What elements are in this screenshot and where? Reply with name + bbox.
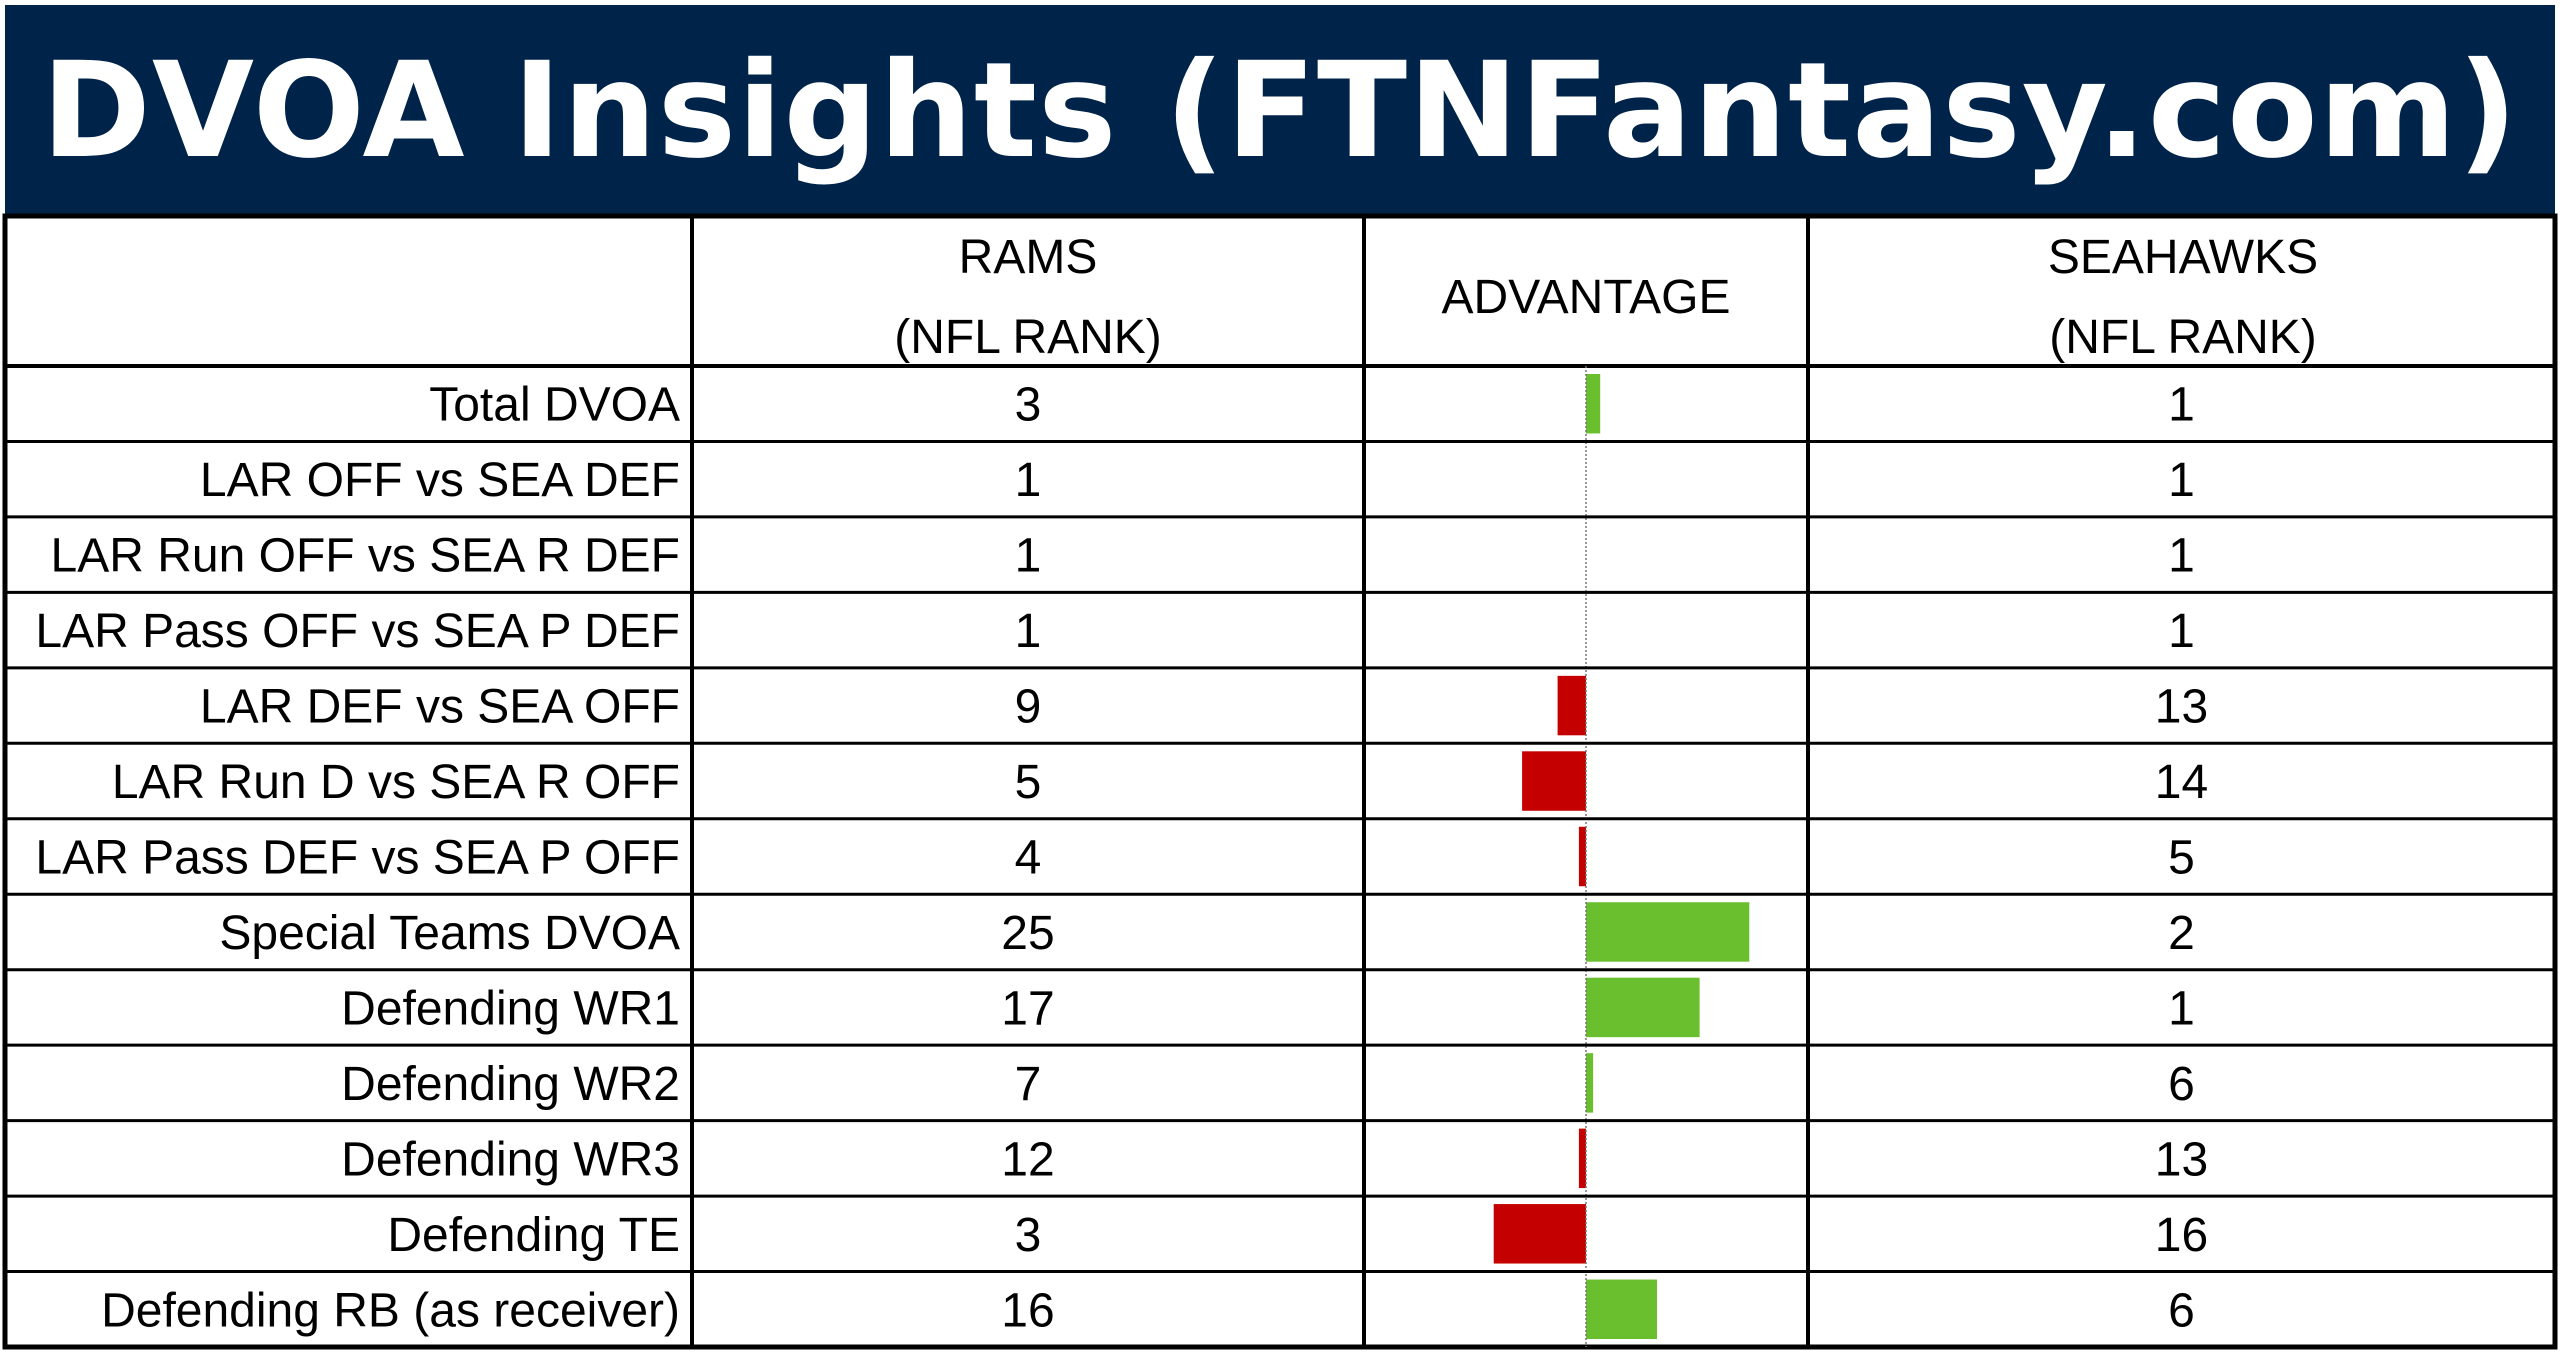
advantage-bar [1493, 1204, 1586, 1264]
seahawks-rank: 14 [2155, 756, 2208, 809]
header-rams-line1: RAMS [959, 231, 1098, 284]
rams-rank: 1 [1015, 454, 1042, 507]
row-label: LAR OFF vs SEA DEF [200, 454, 680, 507]
rams-rank: 3 [1015, 1209, 1042, 1262]
rams-rank: 7 [1015, 1058, 1042, 1111]
rams-rank: 5 [1015, 756, 1042, 809]
seahawks-rank: 13 [2155, 681, 2208, 734]
seahawks-rank: 1 [2168, 454, 2195, 507]
seahawks-rank: 1 [2168, 530, 2195, 583]
advantage-bar [1586, 1053, 1594, 1113]
row-label: LAR Pass DEF vs SEA P OFF [35, 832, 680, 885]
row-label: Defending RB (as receiver) [101, 1284, 680, 1337]
row-label: LAR Run D vs SEA R OFF [112, 756, 680, 809]
seahawks-rank: 16 [2155, 1209, 2208, 1262]
advantage-bar [1578, 826, 1586, 887]
advantage-bar [1522, 751, 1586, 811]
rams-rank: 1 [1015, 605, 1042, 658]
header-rams-line2: (NFL RANK) [894, 311, 1162, 364]
seahawks-rank: 6 [2168, 1284, 2195, 1337]
row-label: LAR Pass OFF vs SEA P DEF [35, 605, 680, 658]
row-label: Defending TE [387, 1209, 680, 1262]
advantage-bar [1557, 675, 1586, 736]
row-label: Special Teams DVOA [219, 907, 680, 960]
rams-rank: 17 [1001, 982, 1054, 1035]
rams-rank: 1 [1015, 530, 1042, 583]
seahawks-rank: 1 [2168, 605, 2195, 658]
rams-rank: 16 [1001, 1284, 1054, 1337]
header-seahawks-line2: (NFL RANK) [2049, 311, 2317, 364]
advantage-bar [1586, 902, 1750, 962]
page-title: DVOA Insights (FTNFantasy.com) [41, 33, 2519, 188]
row-label: LAR DEF vs SEA OFF [200, 681, 680, 734]
advantage-bar [1578, 1128, 1586, 1189]
row-label: LAR Run OFF vs SEA R DEF [51, 530, 680, 583]
advantage-bar [1586, 1279, 1657, 1339]
rams-rank: 12 [1001, 1133, 1054, 1186]
seahawks-rank: 5 [2168, 832, 2195, 885]
seahawks-rank: 1 [2168, 982, 2195, 1035]
seahawks-rank: 6 [2168, 1058, 2195, 1111]
title-bar: DVOA Insights (FTNFantasy.com) [5, 5, 2555, 216]
rams-rank: 3 [1015, 379, 1042, 432]
rams-rank: 25 [1001, 907, 1054, 960]
advantage-bar [1586, 374, 1601, 434]
row-label: Total DVOA [429, 379, 680, 432]
advantage-bar [1586, 977, 1700, 1038]
table-outer-border [2, 213, 2558, 1350]
seahawks-rank: 13 [2155, 1133, 2208, 1186]
row-label: Defending WR3 [341, 1133, 680, 1186]
header-advantage: ADVANTAGE [1442, 271, 1731, 324]
header-seahawks-line1: SEAHAWKS [2048, 231, 2318, 284]
seahawks-rank: 2 [2168, 907, 2195, 960]
seahawks-rank: 1 [2168, 379, 2195, 432]
row-label: Defending WR2 [341, 1058, 680, 1111]
rams-rank: 9 [1015, 681, 1042, 734]
row-label: Defending WR1 [341, 982, 680, 1035]
rams-rank: 4 [1015, 832, 1042, 885]
